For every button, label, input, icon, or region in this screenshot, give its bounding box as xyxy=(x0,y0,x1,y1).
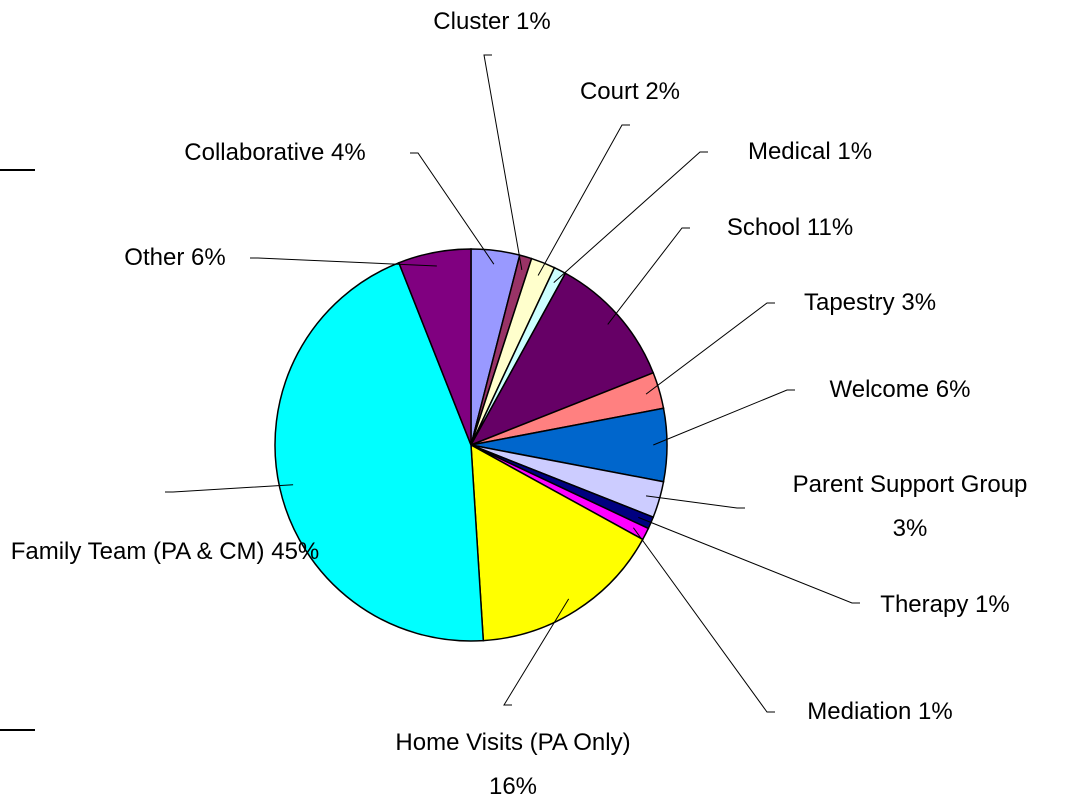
data-label: Cluster 1% xyxy=(433,0,550,44)
data-label: Therapy 1% xyxy=(880,583,1009,627)
leader-line xyxy=(653,389,795,446)
data-label: Mediation 1% xyxy=(807,690,952,734)
data-label: Other 6% xyxy=(124,236,225,280)
slice-name: Other xyxy=(124,244,185,271)
leader-line xyxy=(645,495,745,509)
leader-line xyxy=(410,152,495,265)
slice-value: 1% xyxy=(516,8,551,35)
slice-value: 3% xyxy=(892,515,928,542)
data-label: Family Team (PA & CM) 45% xyxy=(10,530,320,574)
slice-value: 4% xyxy=(331,139,366,166)
leader-line xyxy=(553,151,708,283)
slice-value: 2% xyxy=(645,78,681,105)
slice-value: 11% xyxy=(806,214,854,241)
slice-value: 45% xyxy=(271,538,320,565)
slice-value: 3% xyxy=(901,289,937,316)
slice-value: 1% xyxy=(837,138,873,165)
slice-name: Therapy xyxy=(880,591,969,618)
leader-line xyxy=(645,302,775,395)
pie-slice xyxy=(470,443,644,642)
slice-name: Parent Support Group xyxy=(792,471,1028,498)
data-label: Parent Support Group 3% xyxy=(740,463,1080,551)
data-label: Medical 1% xyxy=(748,130,872,174)
slice-name: School xyxy=(726,214,801,241)
slice-value: 16% xyxy=(488,773,538,800)
pie-slice xyxy=(274,261,485,642)
slice-name: Welcome xyxy=(829,376,930,403)
data-label: Welcome 6% xyxy=(830,368,971,412)
data-label: Court 2% xyxy=(580,70,680,114)
slice-value: 1% xyxy=(918,698,953,725)
leader-line xyxy=(537,124,630,276)
data-label: Collaborative 4% xyxy=(184,131,365,175)
slice-name: Medical xyxy=(747,138,831,165)
slice-name: Collaborative xyxy=(184,139,325,166)
slice-value: 1% xyxy=(975,591,1010,618)
data-label: Home Visits (PA Only) 16% xyxy=(378,721,648,809)
pie-slice xyxy=(469,272,655,447)
slice-name: Court xyxy=(579,78,639,105)
leader-line xyxy=(638,516,860,604)
leader-line xyxy=(165,484,294,493)
slice-value: 6% xyxy=(191,244,226,271)
data-label: Tapestry 3% xyxy=(804,281,936,325)
slice-name: Tapestry xyxy=(803,289,895,316)
leader-line xyxy=(483,54,523,271)
slice-name: Cluster xyxy=(433,8,510,35)
leader-line xyxy=(633,527,775,713)
slice-name: Mediation xyxy=(807,698,912,725)
leader-line xyxy=(607,227,690,325)
leader-line xyxy=(503,598,570,706)
slice-name: Home Visits (PA Only) xyxy=(395,729,631,756)
slice-value: 6% xyxy=(935,376,971,403)
pie-slice xyxy=(397,248,472,446)
data-label: School 11% xyxy=(727,206,853,250)
slice-name: Family Team (PA & CM) xyxy=(10,538,265,565)
leader-line xyxy=(250,257,437,267)
